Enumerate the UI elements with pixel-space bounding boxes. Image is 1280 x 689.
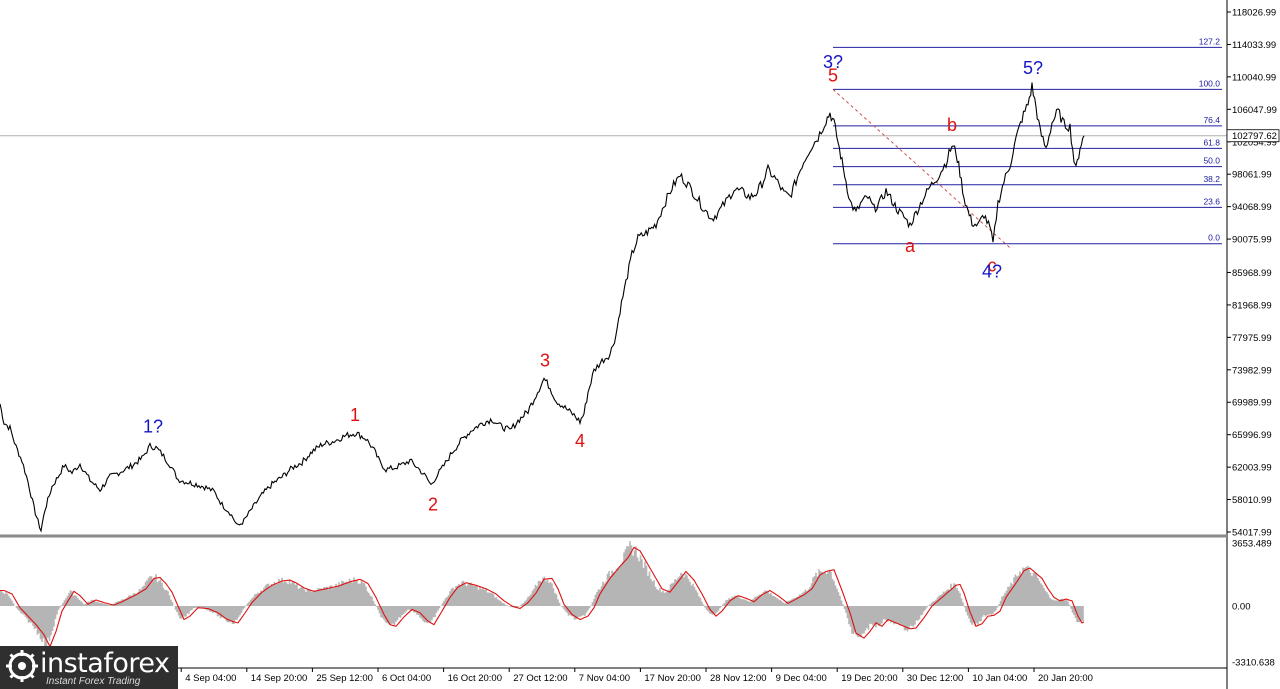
wave-label: 2 xyxy=(428,494,438,514)
price-tick-label: 54017.99 xyxy=(1232,528,1272,539)
wave-label: 3 xyxy=(540,351,550,371)
fibonacci-trend-line xyxy=(832,89,1011,249)
price-tick-label: 65996.99 xyxy=(1232,430,1272,441)
time-tick-label: 9 Dec 04:00 xyxy=(776,673,827,684)
price-tick-label: 102054.99 xyxy=(1232,137,1277,148)
price-tick-label: 110040.99 xyxy=(1232,72,1276,83)
price-tick-label: 114033.99 xyxy=(1232,40,1276,51)
wave-label: a xyxy=(905,236,916,256)
time-tick-label: 7 Nov 04:00 xyxy=(579,673,630,684)
time-tick-label: 4 Sep 04:00 xyxy=(185,673,236,684)
oscillator-tick-label: 3653.489 xyxy=(1232,539,1272,550)
time-tick-label: 28 Nov 12:00 xyxy=(710,673,767,684)
wave-label: b xyxy=(947,115,957,135)
wave-label: c xyxy=(988,255,997,275)
oscillator-panel xyxy=(0,541,1085,648)
time-tick-label: 30 Dec 12:00 xyxy=(907,673,964,684)
time-tick-label: 6 Oct 04:00 xyxy=(382,673,431,684)
time-tick-label: 16 Oct 20:00 xyxy=(448,673,502,684)
fibonacci-level-label: 50.0 xyxy=(1203,156,1220,166)
wave-label: 4? xyxy=(982,261,1002,281)
wave-label: 1? xyxy=(143,416,163,436)
price-tick-label: 69989.99 xyxy=(1232,398,1272,409)
price-tick-label: 81968.99 xyxy=(1232,300,1272,311)
wave-label: 3? xyxy=(823,52,843,72)
fibonacci-level-label: 76.4 xyxy=(1203,115,1220,125)
fibonacci-level-label: 38.2 xyxy=(1203,174,1220,184)
oscillator-tick-label: 0.00 xyxy=(1232,602,1251,613)
time-tick-label: 25 Sep 12:00 xyxy=(316,673,373,684)
oscillator-signal-line xyxy=(0,546,1085,648)
watermark-tagline: Instant Forex Trading xyxy=(46,676,141,687)
time-tick-label: 27 Oct 12:00 xyxy=(513,673,567,684)
price-tick-label: 106047.99 xyxy=(1232,105,1277,116)
current-price-box xyxy=(1226,129,1280,143)
wave-label: 5? xyxy=(1023,58,1043,78)
time-tick-label: 10 Jan 04:00 xyxy=(972,673,1027,684)
price-panel: 127.2 100.0 76.4 61.8 50.0 38.2 23.6 0.0 1? 1 2 3 4 3… xyxy=(0,36,1227,533)
price-tick-label: 73982.99 xyxy=(1232,365,1272,376)
wave-label: 4 xyxy=(575,431,585,451)
price-series-line xyxy=(0,82,1085,533)
fibonacci-level-label: 127.2 xyxy=(1199,36,1221,46)
fibonacci-level-label: 23.6 xyxy=(1203,196,1220,206)
fibonacci-level-label: 61.8 xyxy=(1203,137,1220,147)
price-tick-label: 90075.99 xyxy=(1232,235,1272,246)
price-tick-label: 62003.99 xyxy=(1232,463,1272,474)
instaforex-watermark: instaforex Instant Forex Trading xyxy=(0,646,178,689)
watermark-brand: instaforex xyxy=(40,648,170,679)
wave-label: 5 xyxy=(828,65,838,85)
current-price-label: 102797.62 xyxy=(1232,131,1277,142)
time-tick-label: 19 Dec 20:00 xyxy=(841,673,898,684)
fibonacci-level-label: 0.0 xyxy=(1208,233,1220,243)
time-tick-label: 17 Nov 20:00 xyxy=(644,673,701,684)
instaforex-logo-icon xyxy=(6,650,38,682)
price-tick-label: 58010.99 xyxy=(1232,495,1272,506)
price-tick-label: 94068.99 xyxy=(1232,202,1272,213)
time-tick-label: 20 Jan 20:00 xyxy=(1038,673,1093,684)
wave-label: 1 xyxy=(350,405,360,425)
time-tick-label: 14 Sep 20:00 xyxy=(251,673,308,684)
price-tick-label: 118026.99 xyxy=(1232,8,1276,19)
price-tick-label: 98061.99 xyxy=(1232,170,1272,181)
oscillator-tick-label: -3310.638 xyxy=(1232,658,1275,669)
price-tick-label: 85968.99 xyxy=(1232,268,1272,279)
oscillator-histogram xyxy=(0,541,1084,647)
price-tick-label: 77975.99 xyxy=(1232,333,1272,344)
fibonacci-level-label: 100.0 xyxy=(1199,78,1221,88)
